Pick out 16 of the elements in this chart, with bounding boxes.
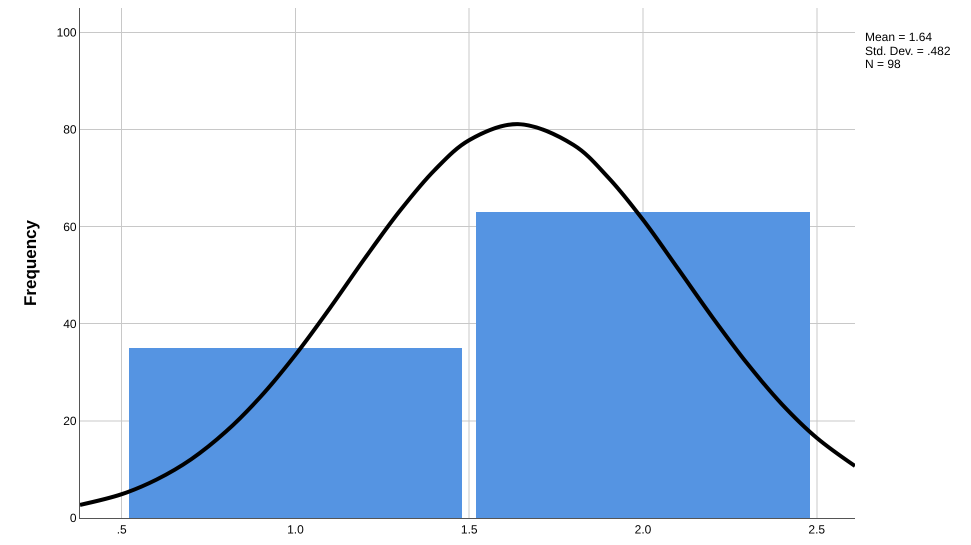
line-series <box>80 122 855 507</box>
y-tick-label: 80 <box>63 122 77 137</box>
x-tick-label: 1.5 <box>460 522 478 536</box>
x-tick-label: .5 <box>116 522 128 536</box>
x-tick-label: 1.0 <box>287 522 304 536</box>
y-tick-label: 40 <box>63 316 77 331</box>
y-tick-label: 0 <box>70 511 77 526</box>
x-tick-label: 2.5 <box>808 522 826 536</box>
y-tick-label: 60 <box>63 220 77 234</box>
y-tick-label: 100 <box>56 25 77 40</box>
y-tick-label: 20 <box>63 414 77 428</box>
text: Mean = 1.64 <box>865 30 932 44</box>
text: N = 98 <box>865 57 902 71</box>
text: Std. Dev. = .482 <box>865 44 951 58</box>
y-axis-title: Frequency <box>21 219 40 306</box>
x-tick-label: 2.0 <box>634 522 652 536</box>
